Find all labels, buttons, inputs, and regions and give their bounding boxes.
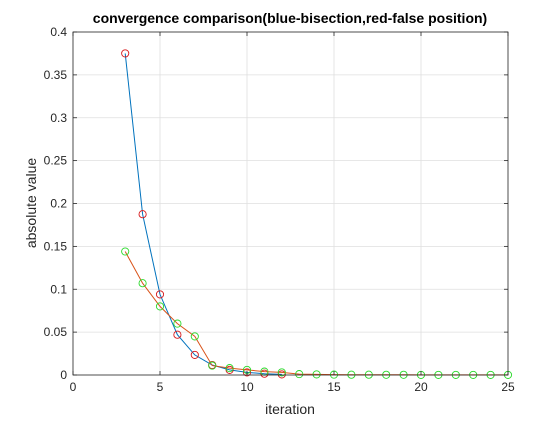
x-tick-label: 0: [70, 380, 77, 394]
x-tick-label: 20: [414, 380, 428, 394]
tick-labels: 0 5 10 15 20 25 0 0.05 0.1 0.15 0.2 0.25 0.3 0.35 0.4: [44, 25, 515, 394]
y-tick-label: 0.25: [44, 154, 68, 168]
data-point: [190, 350, 199, 359]
data-point: [121, 49, 130, 58]
data-point: [260, 369, 269, 378]
data-point: [295, 370, 304, 379]
data-point: [138, 279, 147, 288]
x-tick-label: 15: [327, 380, 341, 394]
data-point: [225, 364, 234, 373]
y-tick-label: 0.15: [44, 239, 68, 253]
data-point: [277, 370, 286, 379]
y-tick-label: 0.1: [50, 282, 67, 296]
data-point: [277, 368, 286, 377]
series-line: [124, 53, 282, 375]
y-tick-label: 0: [60, 368, 67, 382]
chart-title: convergence comparison(blue-bisection,re…: [93, 10, 487, 26]
data-point: [242, 368, 252, 377]
data-point: [312, 370, 321, 379]
y-tick-label: 0.35: [44, 68, 68, 82]
series-1: [121, 49, 286, 379]
ticks: [72, 31, 509, 376]
data-point: [155, 302, 165, 311]
x-tick-label: 25: [501, 380, 515, 394]
y-axis-label: absolute value: [23, 158, 39, 249]
data-point: [208, 361, 217, 370]
y-tick-label: 0.4: [50, 25, 67, 39]
data-point: [190, 332, 199, 341]
y-tick-label: 0.3: [50, 111, 67, 125]
x-tick-label: 10: [240, 380, 254, 394]
data-point: [155, 290, 165, 299]
data-point: [138, 210, 147, 219]
y-tick-label: 0.05: [44, 325, 68, 339]
data-point: [173, 319, 182, 328]
x-axis-label: iteration: [265, 401, 315, 417]
y-tick-label: 0.2: [50, 197, 67, 211]
data-point: [173, 330, 182, 339]
x-tick-label: 5: [157, 380, 164, 394]
data-point: [121, 247, 130, 256]
